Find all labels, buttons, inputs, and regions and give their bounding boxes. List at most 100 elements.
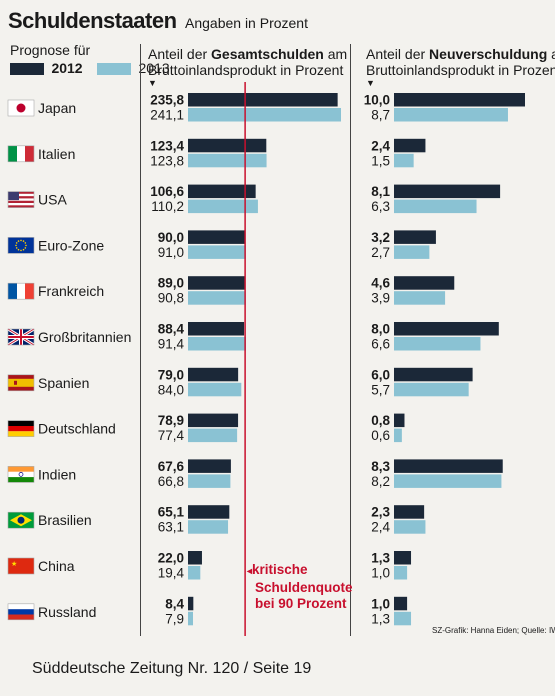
bar-gesamt-2013 — [188, 611, 194, 626]
flag-part — [8, 237, 34, 254]
data-label-neu-2012: 3,2 — [371, 230, 390, 245]
flag-part — [8, 145, 17, 162]
flag-part — [8, 614, 34, 620]
flag-brazil-icon — [7, 511, 35, 529]
bar-neu-2013 — [394, 153, 414, 168]
annotation-line3: bei 90 Prozent — [255, 596, 347, 611]
col2-header-bold: Neuverschuldung — [429, 46, 548, 62]
flag-part — [8, 191, 34, 194]
flag-part — [8, 200, 34, 204]
flag-part — [8, 477, 34, 483]
flag-border — [7, 557, 35, 575]
bar-neu-2013 — [394, 382, 469, 397]
chart-subtitle: Angaben in Prozent — [185, 15, 308, 31]
flag-part — [22, 248, 25, 251]
bar-neu-2012 — [394, 367, 473, 382]
bar-neu-2013 — [394, 199, 477, 214]
flag-part — [15, 244, 17, 247]
data-label-gesamt-2012: 67,6 — [158, 459, 185, 474]
legend-label-2012: 2012 — [51, 60, 83, 76]
flag-part — [8, 193, 34, 197]
flag-part — [25, 283, 34, 300]
col1-header-bold: Gesamtschulden — [211, 46, 324, 62]
col2-header-line2: Bruttoinlandsprodukt in Prozent — [366, 62, 555, 78]
chart-row-germany: Deutschland 78,977,4 0,80,6 — [38, 413, 405, 443]
data-label-gesamt-2013: 91,4 — [158, 337, 185, 352]
data-label-gesamt-2013: 91,0 — [158, 245, 184, 260]
data-label-neu-2012: 1,3 — [371, 551, 390, 566]
data-label-gesamt-2013: 63,1 — [158, 520, 184, 535]
country-label: Spanien — [38, 375, 89, 391]
bar-gesamt-2013 — [188, 153, 267, 168]
legend: 2012 2013 — [10, 60, 170, 78]
flag-spain-icon — [7, 374, 35, 392]
flag-part — [24, 247, 27, 249]
bar-gesamt-2012 — [188, 413, 239, 428]
country-label: Japan — [38, 100, 76, 116]
data-label-gesamt-2012: 235,8 — [150, 93, 184, 108]
bar-neu-2013 — [394, 566, 408, 580]
col2-pointer-icon: ▼ — [366, 78, 375, 88]
flag-part — [8, 466, 34, 472]
bar-gesamt-2013 — [188, 199, 258, 214]
bar-gesamt-2013 — [188, 337, 247, 351]
country-label: Russland — [38, 604, 96, 620]
flag-part — [16, 103, 26, 113]
flag-part — [14, 380, 17, 385]
data-label-gesamt-2012: 22,0 — [158, 551, 184, 566]
flag-part — [25, 244, 27, 247]
bar-gesamt-2013 — [188, 382, 242, 397]
data-label-neu-2012: 10,0 — [364, 93, 390, 108]
data-label-neu-2012: 6,0 — [371, 367, 390, 382]
bar-neu-2013 — [394, 428, 402, 443]
flag-france-icon — [7, 282, 35, 300]
data-label-gesamt-2012: 88,4 — [158, 322, 185, 337]
data-label-neu-2013: 0,6 — [371, 428, 390, 443]
data-label-neu-2012: 2,3 — [371, 505, 390, 520]
flag-part — [8, 205, 34, 208]
chart-row-spain: Spanien 79,084,0 6,05,7 — [38, 367, 473, 397]
data-label-gesamt-2012: 79,0 — [158, 367, 184, 382]
bar-neu-2013 — [394, 108, 508, 122]
flag-part — [8, 378, 34, 387]
bar-neu-2013 — [394, 520, 426, 534]
data-label-gesamt-2013: 84,0 — [158, 382, 184, 397]
bar-neu-2013 — [394, 337, 481, 351]
flag-border — [7, 282, 35, 300]
data-label-gesamt-2013: 19,4 — [158, 566, 185, 581]
bar-gesamt-2012 — [188, 505, 230, 519]
data-label-gesamt-2012: 90,0 — [158, 230, 184, 245]
bar-gesamt-2012 — [188, 184, 256, 199]
chart-title: Schuldenstaaten — [8, 8, 177, 33]
data-label-gesamt-2013: 90,8 — [158, 291, 184, 306]
bar-gesamt-2012 — [188, 93, 338, 107]
country-label: Deutschland — [38, 421, 116, 437]
flag-uk-icon — [7, 327, 35, 347]
flag-part — [8, 471, 34, 478]
flag-part — [8, 203, 34, 206]
legend-heading: Prognose für — [10, 42, 91, 58]
flag-part — [20, 239, 22, 242]
flag-part — [20, 249, 22, 252]
flag-usa-icon — [7, 191, 35, 208]
annotation-line2: Schuldenquote — [255, 580, 353, 595]
flag-part — [8, 609, 34, 615]
bar-neu-2012 — [394, 551, 412, 565]
data-label-gesamt-2012: 106,6 — [150, 184, 184, 199]
data-label-gesamt-2013: 123,8 — [150, 153, 184, 168]
country-label: Brasilien — [38, 512, 92, 528]
data-label-gesamt-2013: 110,2 — [151, 199, 184, 214]
flag-part — [25, 145, 34, 162]
bar-neu-2012 — [394, 184, 501, 199]
critical-quota-annotation: ◂kritische Schuldenquote bei 90 Prozent — [247, 562, 353, 612]
flag-border — [7, 420, 35, 437]
bar-gesamt-2012 — [188, 230, 246, 244]
flag-china-icon: ★ — [7, 557, 35, 575]
flag-border — [7, 328, 35, 346]
chart-row-russia: Russland 8,47,9 1,01,3 — [38, 596, 412, 626]
data-label-gesamt-2012: 8,4 — [165, 596, 184, 611]
bar-neu-2012 — [394, 413, 405, 428]
bar-neu-2013 — [394, 611, 412, 626]
